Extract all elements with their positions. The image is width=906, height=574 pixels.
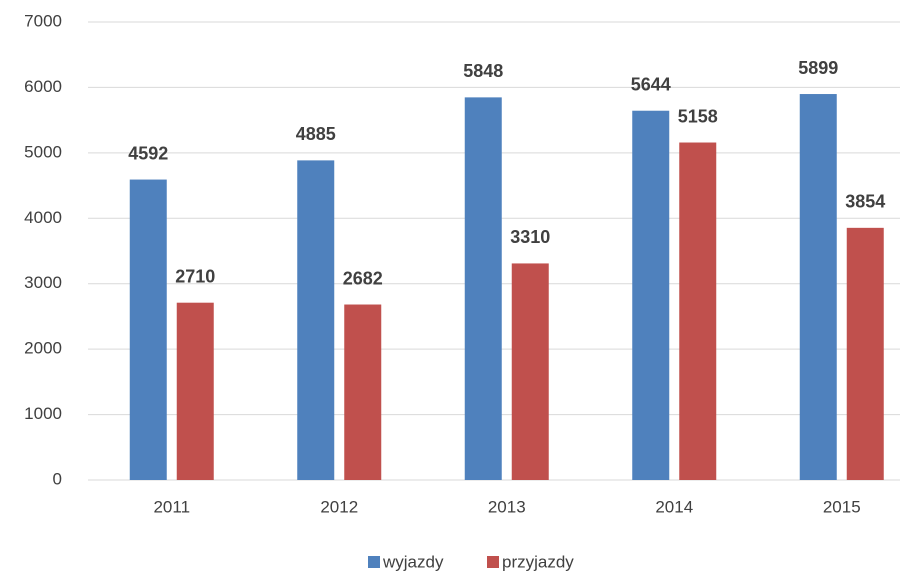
bar (632, 110, 670, 481)
bar (297, 160, 335, 481)
y-tick-label: 5000 (24, 142, 62, 161)
y-tick-label: 0 (53, 469, 62, 488)
y-tick-label: 3000 (24, 273, 62, 292)
x-tick-label: 2014 (655, 497, 693, 516)
bar (846, 227, 884, 480)
x-tick-label: 2015 (823, 497, 861, 516)
bar (679, 142, 717, 481)
bar (344, 304, 382, 480)
y-tick-label: 7000 (24, 11, 62, 30)
bar (799, 94, 837, 480)
legend-swatch (368, 556, 380, 568)
x-tick-label: 2012 (320, 497, 358, 516)
x-tick-label: 2013 (488, 497, 526, 516)
value-label: 3854 (845, 192, 885, 212)
y-tick-label: 4000 (24, 208, 62, 227)
value-label: 3310 (510, 227, 550, 247)
value-label: 2710 (175, 266, 215, 286)
value-label: 5158 (678, 106, 718, 126)
legend-swatch (487, 556, 499, 568)
x-tick-label: 2011 (153, 497, 190, 516)
bar (464, 97, 502, 480)
bar (176, 302, 214, 480)
value-label: 5644 (631, 74, 671, 94)
value-label: 5899 (798, 58, 838, 78)
y-tick-label: 6000 (24, 77, 62, 96)
y-tick-label: 1000 (24, 404, 62, 423)
value-label: 4592 (128, 143, 168, 163)
value-label: 5848 (463, 61, 503, 81)
bar (129, 179, 167, 480)
y-tick-label: 2000 (24, 339, 62, 358)
bar (511, 263, 549, 480)
legend-label: wyjazdy (382, 552, 444, 571)
legend-label: przyjazdy (502, 552, 574, 571)
value-label: 2682 (343, 268, 383, 288)
value-label: 4885 (296, 124, 336, 144)
